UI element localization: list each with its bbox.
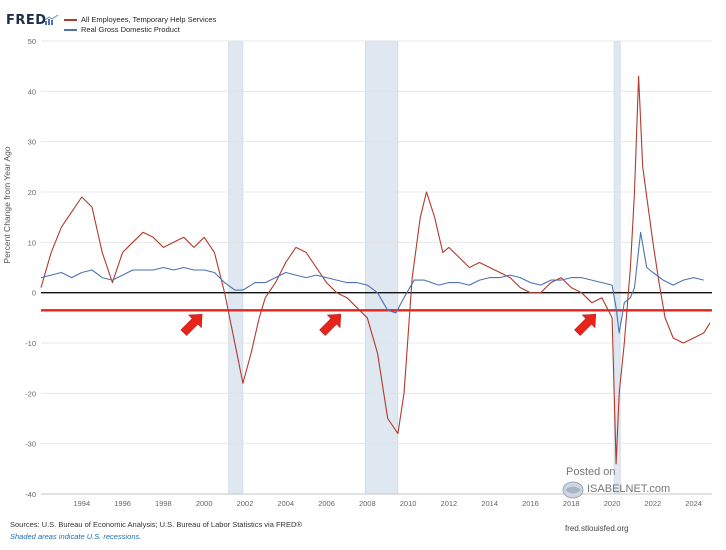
isabelnet-label[interactable]: ISABELNET.com [587, 483, 671, 495]
x-tick-label: 1996 [114, 499, 131, 508]
x-tick-label: 1994 [73, 499, 90, 508]
y-tick-label: 40 [28, 87, 36, 96]
annotation-arrow-0 [180, 314, 203, 336]
recession-band-1 [364, 40, 399, 495]
y-axis-label: Percent Change from Year Ago [2, 146, 12, 263]
x-tick-label: 2016 [522, 499, 539, 508]
x-tick-label: 2010 [400, 499, 417, 508]
fred-site-link[interactable]: fred.stlouisfed.org [565, 524, 629, 533]
x-tick-label: 2012 [441, 499, 458, 508]
chart-legend: All Employees, Temporary Help Services R… [64, 15, 216, 35]
series-line-temp-help [40, 75, 711, 465]
legend-label-gdp: Real Gross Domestic Product [81, 25, 180, 34]
y-tick-label: 0 [32, 289, 36, 298]
sources-note: Sources: U.S. Bureau of Economic Analysi… [10, 520, 302, 529]
series-lines [40, 75, 712, 465]
x-tick-label: 2022 [645, 499, 662, 508]
x-tick-label: 2014 [481, 499, 498, 508]
recession-bands [228, 40, 621, 495]
recession-shading-note[interactable]: Shaded areas indicate U.S. recessions. [10, 532, 142, 541]
legend-swatch-gdp [64, 29, 77, 31]
y-tick-label: -20 [25, 389, 36, 398]
x-tick-label: 2004 [277, 499, 294, 508]
posted-on-label: Posted on [566, 466, 616, 478]
fred-logo[interactable]: FRED [6, 13, 47, 28]
legend-item-temp-help[interactable]: All Employees, Temporary Help Services [64, 15, 216, 25]
recession-band-0 [228, 40, 244, 495]
y-tick-label: 30 [28, 138, 36, 147]
globe-icon [562, 481, 584, 499]
x-tick-label: 1998 [155, 499, 172, 508]
annotation-arrow-2 [574, 314, 597, 336]
legend-swatch-temp-help [64, 19, 77, 21]
legend-label-temp-help: All Employees, Temporary Help Services [81, 15, 217, 24]
y-tick-label: -40 [25, 490, 36, 499]
x-tick-label: 2000 [196, 499, 213, 508]
arrow-icon [180, 314, 203, 336]
x-tick-label: 2020 [604, 499, 621, 508]
y-tick-labels: 50 40 30 20 10 0 -10 -20 -30 -40 [25, 37, 36, 499]
y-tick-label: -30 [25, 440, 36, 449]
x-tick-label: 2024 [685, 499, 702, 508]
arrow-icon [319, 314, 342, 336]
x-tick-label: 2018 [563, 499, 580, 508]
y-tick-label: 10 [28, 238, 36, 247]
legend-item-gdp[interactable]: Real Gross Domestic Product [64, 25, 216, 35]
y-tick-label: 20 [28, 188, 36, 197]
x-tick-label: 2008 [359, 499, 376, 508]
annotation-arrows [180, 314, 597, 336]
arrow-icon [574, 314, 597, 336]
x-tick-labels: 1994 1996 1998 2000 2002 2004 2006 2008 2010 2012… [73, 499, 702, 508]
x-tick-label: 2002 [237, 499, 254, 508]
series-line-gdp [40, 231, 704, 334]
x-tick-label: 2006 [318, 499, 335, 508]
annotation-arrow-1 [319, 314, 342, 336]
y-tick-label: 50 [28, 37, 36, 46]
y-tick-label: -10 [25, 339, 36, 348]
fred-logo-mark-icon [45, 15, 59, 25]
